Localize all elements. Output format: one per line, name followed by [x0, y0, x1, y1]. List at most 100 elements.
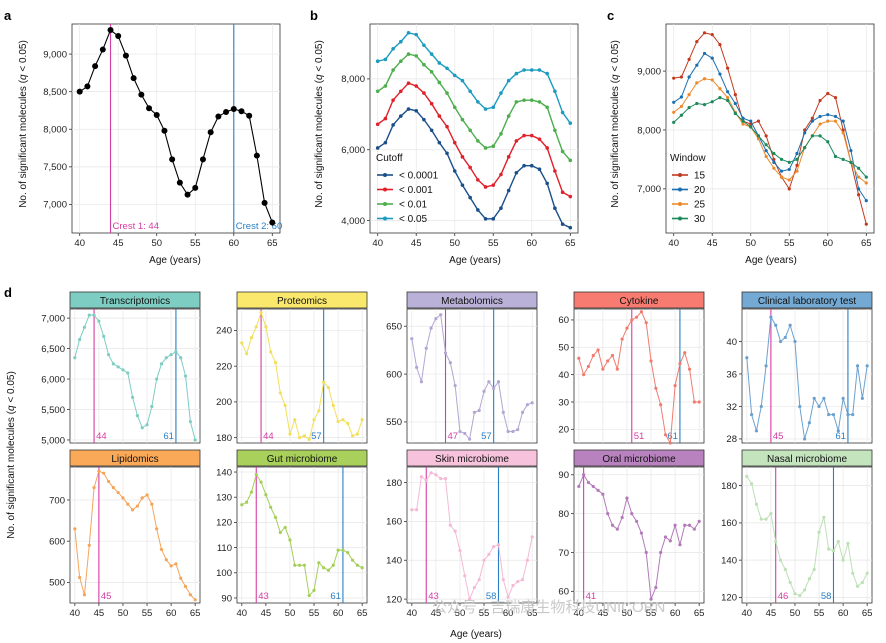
- d6-point: [87, 543, 91, 547]
- c-point: [764, 134, 768, 138]
- a-ytick-label: 7,500: [43, 162, 67, 173]
- b-ytick-label: 4,000: [341, 216, 365, 227]
- b-point: [375, 146, 380, 150]
- a-crest-label: Crest 1: 44: [113, 221, 159, 232]
- d7-ytick-label: 100: [216, 568, 232, 579]
- d8-xtick-label: 45: [431, 608, 442, 619]
- d10-xtick-label: 65: [862, 608, 873, 619]
- d4-grid: [574, 309, 704, 443]
- a-point: [230, 105, 237, 112]
- a-ytick-label: 8,000: [43, 125, 67, 136]
- a-point: [269, 219, 276, 226]
- c-point: [803, 131, 807, 135]
- c-point: [795, 157, 799, 162]
- d7-ytick-label: 120: [216, 518, 232, 529]
- d10-xtick-label: 55: [814, 608, 825, 619]
- d9-point: [663, 535, 668, 539]
- d7-ytick-label: 140: [216, 467, 232, 478]
- c-point: [856, 166, 861, 170]
- b-point: [545, 181, 549, 186]
- legend-label: 20: [694, 185, 706, 196]
- a-xtick-label: 50: [151, 238, 162, 249]
- d3-plot-area: [406, 308, 538, 444]
- panel-a-xlabel: Age (years): [149, 255, 201, 266]
- d8-ytick-label: 160: [386, 517, 402, 528]
- d3-point: [415, 365, 419, 369]
- d6-xtick-label: 50: [118, 608, 129, 619]
- d5-series-0: [745, 315, 869, 441]
- d4-point: [606, 359, 610, 363]
- b-point: [445, 151, 449, 156]
- d6-xtick-label: 60: [166, 608, 177, 619]
- d1-point: [179, 356, 183, 360]
- d5-crest-label: 61: [835, 431, 846, 442]
- c-point: [679, 104, 684, 109]
- d9-point: [606, 512, 610, 516]
- b-point: [553, 206, 557, 211]
- d4-point: [649, 359, 653, 363]
- b-point: [468, 195, 472, 200]
- d10-point: [793, 592, 797, 596]
- a-point: [176, 179, 183, 186]
- d2-point: [307, 437, 311, 442]
- a-point: [84, 83, 91, 90]
- d8-point: [511, 583, 515, 588]
- facet-d1: Transcriptomics 5,000 5,500 6,000 6,500 7,000…: [41, 291, 201, 446]
- facet-strip-label: Gut microbiome: [267, 454, 338, 465]
- d10-point: [836, 539, 840, 544]
- legend-swatch-point: [678, 173, 682, 177]
- facet-d2: Proteomics 180 200 220 240 44 57: [216, 291, 368, 444]
- panel-c-legend-items: 15 20 25 30: [672, 171, 706, 225]
- d10-point: [798, 593, 802, 598]
- b-point: [375, 59, 380, 63]
- d6-point: [140, 496, 144, 500]
- c-point: [764, 148, 768, 153]
- d6-point: [145, 493, 149, 497]
- d10-crest-label: 46: [778, 591, 789, 602]
- c-point: [787, 167, 791, 172]
- d2-point: [302, 434, 307, 438]
- d8-point: [458, 548, 462, 553]
- c-point: [779, 175, 784, 179]
- d1-point: [73, 356, 77, 360]
- panel-c-plot: 40 45 50 55 60 65 7,000 8,000 9,000: [637, 23, 875, 249]
- d7-point: [283, 525, 287, 530]
- d5-point: [855, 364, 860, 368]
- facet-strip: [406, 449, 538, 467]
- d10-ytick-label: 160: [721, 518, 737, 529]
- b-series-3: [375, 31, 573, 125]
- d3-grid: [407, 309, 537, 443]
- d5-point: [865, 364, 869, 368]
- b-point: [422, 91, 426, 95]
- panel-b-legend-items: < 0.0001 < 0.001 < 0.01 < 0.05: [377, 171, 439, 225]
- c-point: [826, 91, 830, 96]
- d9-xtick-label: 50: [622, 608, 633, 619]
- c-point: [726, 90, 730, 94]
- b-point: [560, 222, 565, 226]
- d5-point: [807, 421, 812, 425]
- d7-point: [346, 551, 350, 555]
- b-point: [506, 155, 511, 159]
- facet-strip-label: Nasal microbiome: [767, 454, 847, 465]
- d5-point: [774, 323, 778, 327]
- d2-point: [317, 409, 321, 413]
- facet-d3: Metabolomics 550 600 650 47 57: [386, 291, 538, 444]
- b-point: [468, 128, 472, 133]
- c-point: [849, 160, 853, 164]
- facet-d10: Nasal microbiome 40 45 50 55 60 65 120 140 160 180…: [721, 449, 873, 619]
- d4-point: [692, 400, 696, 404]
- b-ytick-label: 6,000: [341, 145, 365, 156]
- d8-ytick-label: 120: [386, 594, 402, 605]
- d8-point: [520, 578, 525, 582]
- c-point: [726, 66, 730, 70]
- b-point: [545, 146, 549, 150]
- c-point: [672, 110, 676, 114]
- d10-point: [817, 530, 821, 534]
- d7-ytick-label: 110: [217, 543, 232, 554]
- d9-grid: [574, 467, 704, 603]
- d4-ytick-label: 60: [558, 315, 569, 326]
- b-point: [406, 52, 411, 56]
- c-series-0: [672, 31, 868, 226]
- d9-ytick-label: 60: [558, 587, 569, 598]
- d7-point: [322, 566, 326, 570]
